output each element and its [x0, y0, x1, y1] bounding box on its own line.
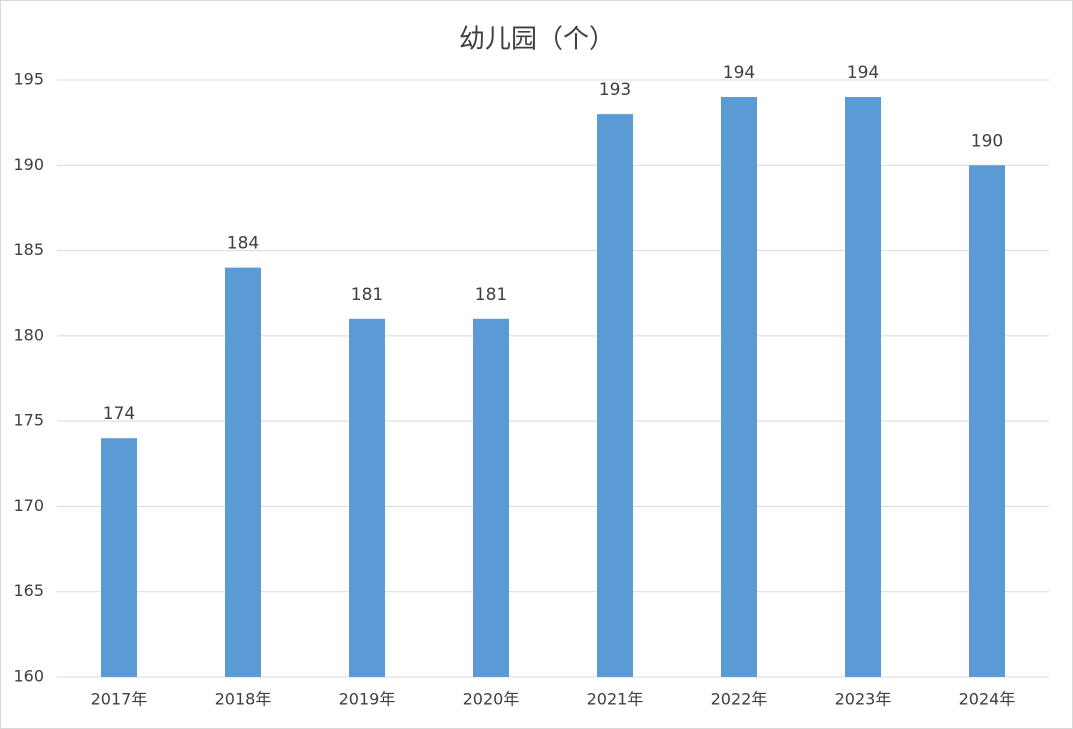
data-label: 181: [351, 285, 383, 305]
bar: [845, 97, 881, 678]
bar: [597, 114, 633, 678]
chart-title: 幼儿园（个）: [459, 25, 615, 55]
x-tick-label: 2023年: [835, 690, 892, 709]
y-tick-label: 175: [13, 411, 44, 430]
data-label: 190: [971, 131, 1003, 151]
x-tick-label: 2019年: [339, 690, 396, 709]
bar: [969, 165, 1005, 678]
bar: [721, 97, 757, 678]
data-label: 194: [847, 63, 879, 83]
y-tick-label: 170: [13, 496, 44, 515]
y-tick-label: 195: [13, 70, 44, 89]
y-tick-label: 180: [13, 325, 44, 344]
data-label: 194: [723, 63, 755, 83]
bar: [473, 318, 509, 677]
y-tick-label: 185: [13, 240, 44, 259]
y-tick-label: 160: [13, 667, 44, 686]
bar: [101, 438, 137, 677]
x-tick-label: 2021年: [587, 690, 644, 709]
y-tick-label: 165: [13, 581, 44, 600]
data-label: 174: [103, 404, 135, 424]
data-label: 181: [475, 285, 507, 305]
y-tick-label: 190: [13, 155, 44, 174]
x-tick-label: 2020年: [463, 690, 520, 709]
x-tick-label: 2024年: [959, 690, 1016, 709]
data-label: 184: [227, 234, 259, 254]
x-tick-label: 2022年: [711, 690, 768, 709]
x-tick-label: 2018年: [215, 690, 272, 709]
bar: [225, 267, 261, 677]
bar: [349, 318, 385, 677]
x-tick-label: 2017年: [91, 690, 148, 709]
data-label: 193: [599, 80, 631, 100]
